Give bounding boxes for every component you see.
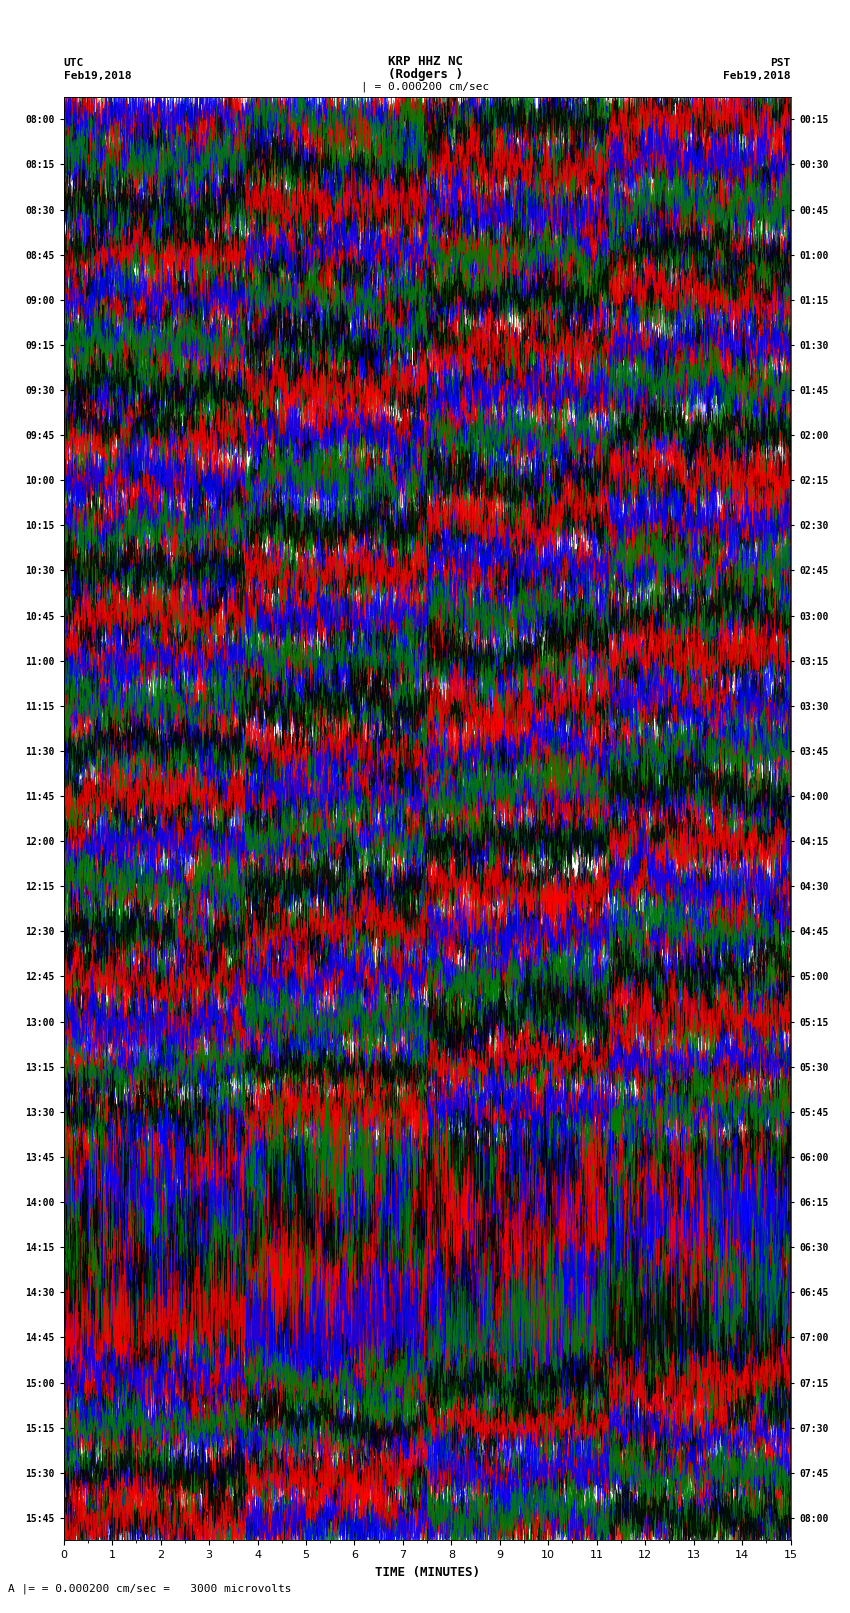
Text: PST: PST — [770, 58, 790, 68]
Text: Feb19,2018: Feb19,2018 — [64, 71, 131, 81]
Text: | = 0.000200 cm/sec: | = 0.000200 cm/sec — [361, 81, 489, 92]
Text: UTC: UTC — [64, 58, 84, 68]
Text: A |= = 0.000200 cm/sec =   3000 microvolts: A |= = 0.000200 cm/sec = 3000 microvolts — [8, 1584, 292, 1595]
Text: Feb19,2018: Feb19,2018 — [723, 71, 791, 81]
X-axis label: TIME (MINUTES): TIME (MINUTES) — [375, 1566, 479, 1579]
Text: KRP HHZ NC: KRP HHZ NC — [388, 55, 462, 68]
Text: (Rodgers ): (Rodgers ) — [388, 68, 462, 81]
